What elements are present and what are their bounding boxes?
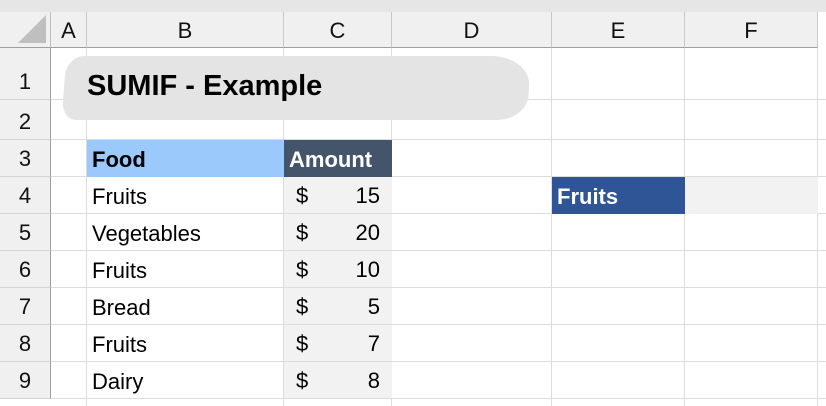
amount-header-cell[interactable]: Amount — [284, 140, 392, 177]
row-header-9[interactable]: 9 — [0, 362, 51, 399]
row-header-6[interactable]: 6 — [0, 251, 51, 288]
gridline — [283, 48, 284, 406]
food-value: Bread — [92, 295, 151, 320]
column-header-A[interactable]: A — [51, 12, 87, 48]
amount-value: 15 — [355, 183, 380, 208]
row-header-4[interactable]: 4 — [0, 177, 51, 214]
criteria-cell-e4[interactable]: Fruits — [552, 177, 685, 214]
gridline — [51, 287, 826, 288]
currency-symbol: $ — [296, 331, 309, 356]
food-cell[interactable]: Vegetables — [87, 214, 284, 251]
row-header-8[interactable]: 8 — [0, 325, 51, 362]
gridline — [551, 48, 552, 406]
food-value: Fruits — [92, 184, 147, 209]
gridline — [684, 48, 685, 406]
row-header-1[interactable]: 1 — [0, 48, 51, 100]
currency-symbol: $ — [296, 294, 309, 319]
food-cell[interactable]: Fruits — [87, 177, 284, 214]
row-header-2[interactable]: 2 — [0, 100, 51, 140]
amount-cell[interactable]: $5 — [284, 288, 392, 324]
criteria-label: Fruits — [557, 184, 619, 209]
amount-value: 7 — [367, 331, 380, 356]
gridline — [51, 250, 826, 251]
food-cell[interactable]: Fruits — [87, 325, 284, 362]
amount-cell[interactable]: $15 — [284, 177, 392, 213]
page-title: SUMIF - Example — [87, 70, 323, 102]
food-cell[interactable]: Fruits — [87, 251, 284, 288]
food-value: Fruits — [92, 332, 147, 357]
row-header-3[interactable]: 3 — [0, 140, 51, 177]
row-header-5[interactable]: 5 — [0, 214, 51, 251]
gridline — [51, 139, 826, 140]
amount-header: Amount — [289, 147, 373, 172]
column-header-D[interactable]: D — [392, 12, 552, 48]
gridline — [51, 361, 826, 362]
amount-cell[interactable]: $7 — [284, 325, 392, 361]
amount-value: 5 — [367, 294, 380, 319]
food-value: Vegetables — [92, 221, 201, 246]
currency-symbol: $ — [296, 257, 309, 282]
gridline — [817, 48, 818, 406]
gridline — [51, 324, 826, 325]
gridline — [51, 398, 826, 399]
result-cell-f4[interactable] — [685, 177, 818, 214]
column-header-C[interactable]: C — [284, 12, 392, 48]
amount-cell[interactable]: $8 — [284, 362, 392, 398]
currency-symbol: $ — [296, 183, 309, 208]
food-cell[interactable]: Bread — [87, 288, 284, 325]
column-header-B[interactable]: B — [87, 12, 284, 48]
column-header-F[interactable]: F — [685, 12, 818, 48]
gridline — [51, 213, 826, 214]
food-cell[interactable]: Dairy — [87, 362, 284, 399]
top-bar — [0, 0, 826, 12]
currency-symbol: $ — [296, 220, 309, 245]
column-header-E[interactable]: E — [552, 12, 685, 48]
amount-cell[interactable]: $20 — [284, 214, 392, 250]
row-header-7[interactable]: 7 — [0, 288, 51, 325]
amount-value: 8 — [367, 368, 380, 393]
amount-value: 10 — [355, 257, 380, 282]
amount-cell[interactable]: $10 — [284, 251, 392, 287]
select-all-button[interactable] — [0, 12, 51, 48]
food-value: Fruits — [92, 258, 147, 283]
amount-value: 20 — [355, 220, 380, 245]
gridline — [86, 48, 87, 406]
food-header: Food — [92, 147, 146, 172]
gridline — [51, 176, 826, 177]
currency-symbol: $ — [296, 368, 309, 393]
food-value: Dairy — [92, 369, 144, 394]
food-header-cell[interactable]: Food — [87, 140, 284, 177]
